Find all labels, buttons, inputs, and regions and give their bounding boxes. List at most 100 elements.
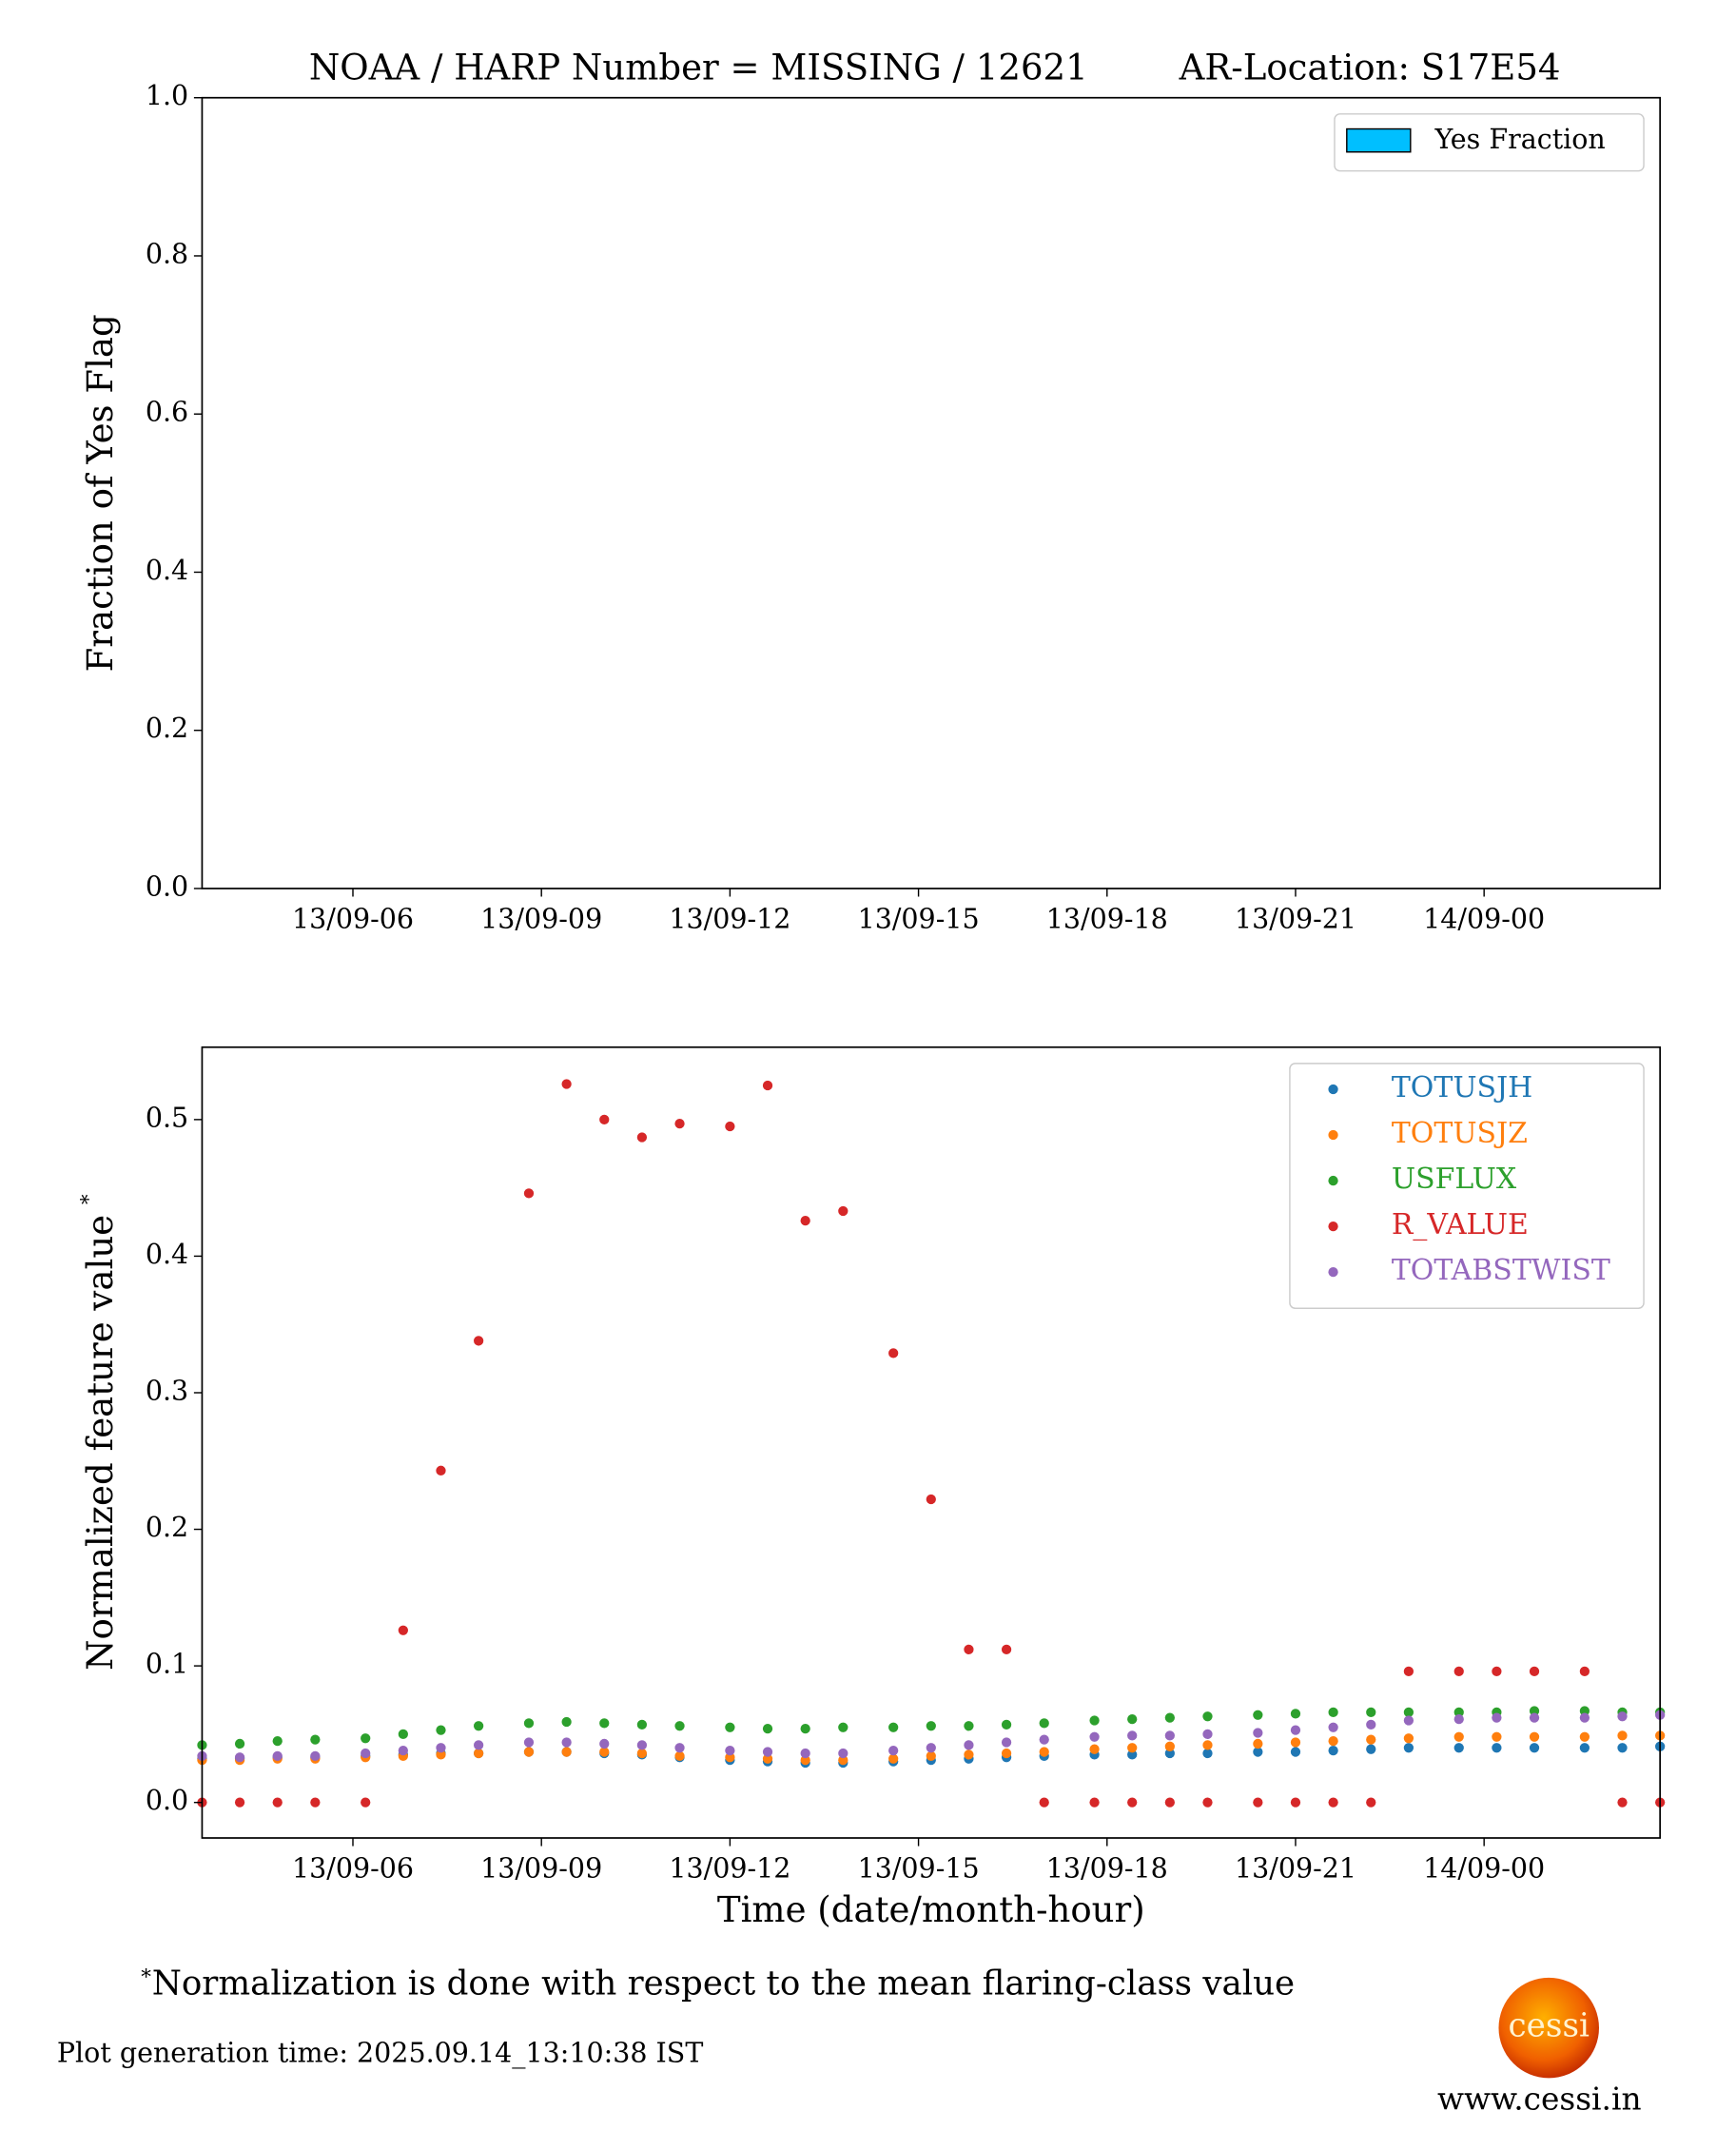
legend-marker	[1328, 1221, 1338, 1232]
point	[888, 1722, 899, 1732]
point	[1001, 1737, 1012, 1748]
point	[1617, 1711, 1628, 1722]
plot-frame	[201, 1046, 1662, 1839]
point	[1253, 1738, 1263, 1749]
point	[1290, 1747, 1301, 1757]
legend-marker	[1328, 1129, 1338, 1141]
point	[436, 1743, 446, 1753]
point	[361, 1748, 371, 1759]
point	[436, 1749, 446, 1760]
y-tick-label: 0.8	[146, 238, 188, 269]
point	[1492, 1666, 1502, 1676]
point	[1579, 1706, 1590, 1716]
point	[674, 1721, 685, 1731]
point	[310, 1734, 321, 1745]
point	[1328, 1735, 1338, 1747]
point	[838, 1205, 848, 1217]
point	[725, 1121, 735, 1132]
point	[888, 1753, 899, 1764]
y-tick-label: 0.3	[146, 1375, 188, 1406]
point	[561, 1079, 572, 1089]
point	[800, 1748, 810, 1759]
y-axis-label: Fraction of Yes Flag	[80, 314, 121, 672]
point	[473, 1721, 484, 1731]
point	[1529, 1666, 1540, 1676]
point	[1492, 1731, 1502, 1742]
point	[636, 1748, 648, 1759]
legend-label: USFLUX	[1392, 1163, 1517, 1196]
x-tick-label: 13/09-12	[669, 904, 790, 935]
y-tick-label: 0.0	[146, 1785, 188, 1816]
point	[800, 1215, 810, 1226]
point	[1453, 1731, 1464, 1742]
x-tick-label: 13/09-21	[1235, 904, 1356, 935]
point	[1290, 1797, 1301, 1808]
point	[1202, 1797, 1213, 1808]
point	[398, 1625, 408, 1635]
point	[838, 1722, 848, 1732]
point	[636, 1740, 648, 1750]
point	[1127, 1797, 1138, 1808]
point	[674, 1750, 685, 1761]
point	[473, 1336, 484, 1346]
point	[1290, 1725, 1301, 1735]
point	[1529, 1706, 1540, 1716]
point	[1001, 1719, 1012, 1730]
point	[1366, 1744, 1376, 1754]
point	[1290, 1737, 1301, 1748]
point	[1253, 1710, 1263, 1720]
point	[762, 1747, 773, 1757]
point	[272, 1735, 283, 1747]
point	[1164, 1712, 1175, 1723]
point	[964, 1740, 974, 1750]
x-tick-label: 13/09-15	[858, 904, 980, 935]
point	[1001, 1644, 1012, 1655]
point	[310, 1750, 321, 1761]
point	[800, 1724, 810, 1734]
point	[1403, 1743, 1414, 1753]
title-location: AR-Location: S17E54	[1179, 48, 1561, 88]
point	[1453, 1666, 1464, 1676]
point	[1290, 1709, 1301, 1719]
point	[964, 1749, 974, 1760]
point	[398, 1745, 408, 1756]
y-tick-label: 0.2	[146, 1512, 188, 1543]
x-tick-label: 13/09-15	[858, 1853, 980, 1885]
legend-marker	[1328, 1175, 1338, 1186]
y-axis-label: Normalized feature value	[80, 1215, 121, 1671]
x-tick-label: 13/09-06	[292, 1853, 414, 1885]
x-tick-label: 13/09-12	[669, 1853, 790, 1885]
point	[926, 1743, 936, 1753]
y-tick-label: 0.4	[146, 1239, 188, 1270]
y-tick-label: 0.0	[146, 870, 188, 902]
point	[1366, 1707, 1376, 1718]
point	[725, 1722, 735, 1732]
x-tick-label: 13/09-18	[1046, 1853, 1168, 1885]
point	[473, 1740, 484, 1750]
logo-text: cessi	[1509, 2007, 1590, 2045]
point	[1617, 1743, 1628, 1753]
point	[1403, 1666, 1414, 1676]
point	[1529, 1743, 1540, 1753]
y-tick-label: 0.2	[146, 713, 188, 744]
point	[1366, 1734, 1376, 1745]
point	[1328, 1797, 1338, 1808]
point	[272, 1797, 283, 1808]
y-tick-label: 0.4	[146, 555, 188, 586]
point	[1403, 1715, 1414, 1726]
point	[1127, 1749, 1138, 1760]
y-tick-label: 1.0	[146, 80, 188, 111]
title: NOAA / HARP Number = MISSING / 12621	[309, 48, 1088, 88]
point	[1492, 1743, 1502, 1753]
point	[1001, 1748, 1012, 1759]
point	[1579, 1731, 1590, 1742]
point	[599, 1718, 610, 1729]
x-tick-label: 13/09-06	[292, 904, 414, 935]
legend-marker	[1328, 1084, 1338, 1095]
point	[762, 1753, 773, 1764]
point	[1253, 1747, 1263, 1757]
point	[561, 1716, 572, 1728]
point	[1202, 1748, 1213, 1759]
legend-box	[1334, 113, 1645, 172]
y-tick-label: 0.1	[146, 1649, 188, 1680]
